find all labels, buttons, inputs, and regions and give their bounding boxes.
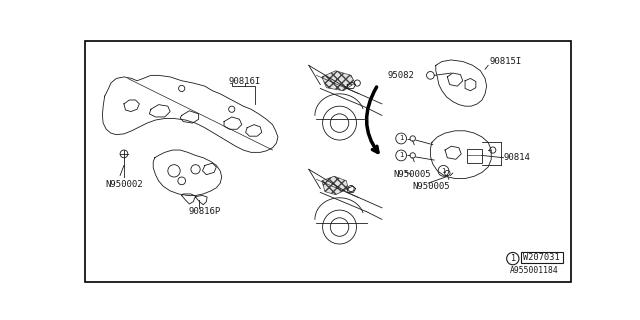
- Text: 1: 1: [441, 168, 445, 174]
- Text: N950005: N950005: [394, 170, 431, 179]
- Polygon shape: [322, 71, 355, 91]
- FancyArrowPatch shape: [367, 87, 378, 152]
- Text: N950002: N950002: [105, 180, 143, 189]
- Text: 90816P: 90816P: [189, 207, 221, 216]
- Text: 1: 1: [399, 135, 403, 141]
- Bar: [520, 252, 563, 263]
- Text: 90816I: 90816I: [228, 77, 261, 86]
- Text: W207031: W207031: [523, 253, 559, 262]
- Text: 90815I: 90815I: [490, 57, 522, 66]
- Text: A955001184: A955001184: [510, 267, 559, 276]
- Text: 95082: 95082: [387, 71, 414, 80]
- Text: 1: 1: [399, 152, 403, 158]
- Bar: [467, 149, 482, 163]
- Text: 90814: 90814: [504, 153, 531, 162]
- Polygon shape: [322, 176, 348, 195]
- Text: N950005: N950005: [413, 182, 451, 191]
- Text: 1: 1: [510, 254, 515, 263]
